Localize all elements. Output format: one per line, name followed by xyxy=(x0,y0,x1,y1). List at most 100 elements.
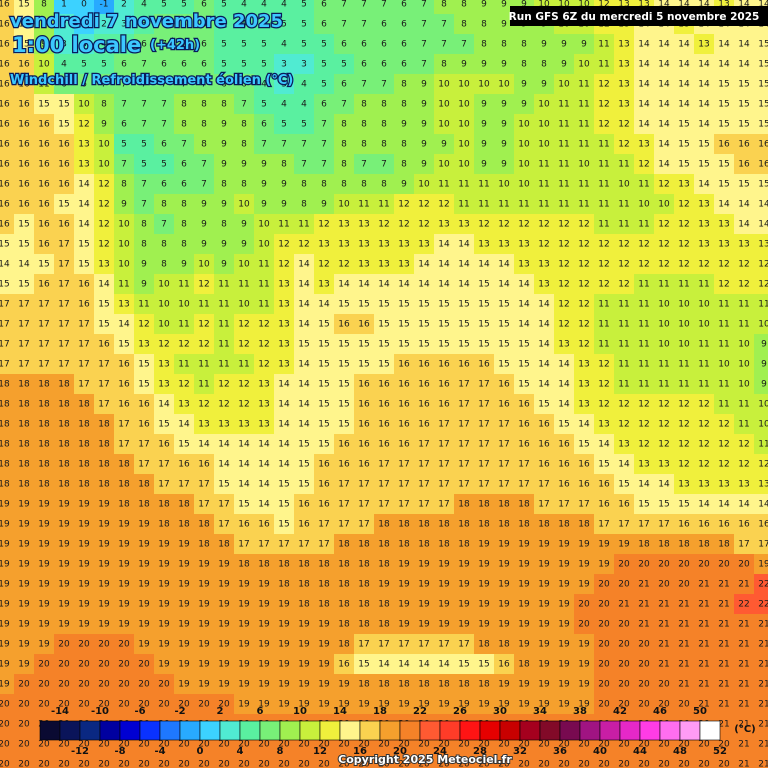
cell xyxy=(0,234,15,255)
cell-value: 8 xyxy=(401,80,407,90)
cell-value: 11 xyxy=(538,180,549,190)
cell xyxy=(614,194,635,215)
cell xyxy=(554,54,575,75)
cell xyxy=(334,34,355,55)
cell-value: 17 xyxy=(458,400,469,410)
cell-value: 14 xyxy=(698,180,710,190)
cell-value: 14 xyxy=(618,460,630,470)
cell-value: 16 xyxy=(0,60,10,70)
cell-value: 10 xyxy=(458,140,470,150)
cell-value: 8 xyxy=(481,20,487,30)
cell-value: 17 xyxy=(18,320,29,330)
cell-value: 16 xyxy=(58,140,70,150)
cell xyxy=(414,154,435,175)
cell-value: 17 xyxy=(478,440,489,450)
cell-value: 14 xyxy=(498,260,510,270)
cell-value: 19 xyxy=(138,600,150,610)
cell-value: 16 xyxy=(358,460,370,470)
cell-value: 20 xyxy=(158,680,170,690)
cell-value: 18 xyxy=(318,600,330,610)
cell-value: 17 xyxy=(0,300,10,310)
cell-value: 8 xyxy=(341,140,347,150)
cell xyxy=(514,254,535,275)
cell xyxy=(694,214,715,235)
cell xyxy=(194,214,215,235)
cell xyxy=(754,54,768,75)
cell-value: 12 xyxy=(258,320,269,330)
cell xyxy=(514,54,535,75)
cell-value: 9 xyxy=(481,100,487,110)
cell xyxy=(54,114,75,135)
cell-value: 16 xyxy=(738,140,750,150)
cell-value: 15 xyxy=(0,240,10,250)
cell-value: 11 xyxy=(598,340,609,350)
cell xyxy=(654,34,675,55)
cell xyxy=(534,114,555,135)
cell-value: 8 xyxy=(241,120,247,130)
cell-value: 18 xyxy=(298,560,310,570)
cell xyxy=(334,0,355,15)
cell-value: 18 xyxy=(378,620,390,630)
cell-value: 12 xyxy=(598,120,609,130)
cell-value: 17 xyxy=(18,360,29,370)
cell-value: 16 xyxy=(0,140,10,150)
cell-value: 13 xyxy=(458,220,469,230)
cell-value: 19 xyxy=(178,560,190,570)
cell-value: 9 xyxy=(561,60,567,70)
cell-value: 6 xyxy=(181,180,187,190)
cell-value: 10 xyxy=(738,360,750,370)
cell-value: 15 xyxy=(338,420,349,430)
cell-value: 18 xyxy=(378,600,390,610)
cell-value: 12 xyxy=(678,240,689,250)
cell-value: 19 xyxy=(238,580,250,590)
cell-value: 19 xyxy=(178,620,190,630)
cell xyxy=(414,0,435,15)
cell-value: 20 xyxy=(298,760,310,768)
cell-value: 18 xyxy=(638,540,650,550)
cell xyxy=(0,74,15,95)
cell-value: 10 xyxy=(678,320,690,330)
cell xyxy=(694,194,715,215)
cell-value: 16 xyxy=(0,40,10,50)
cell xyxy=(174,154,195,175)
cell xyxy=(294,214,315,235)
cell xyxy=(34,114,55,135)
cell xyxy=(454,34,475,55)
cell-value: 17 xyxy=(378,640,389,650)
cell xyxy=(254,214,275,235)
cell-value: 15 xyxy=(678,160,689,170)
cell xyxy=(554,194,575,215)
cell-value: 18 xyxy=(58,400,70,410)
cell xyxy=(314,34,335,55)
cell-value: 20 xyxy=(138,740,150,750)
cell-value: 16 xyxy=(0,120,10,130)
cell-value: 20 xyxy=(138,760,150,768)
cell-value: 16 xyxy=(478,360,490,370)
cell xyxy=(314,234,335,255)
cell-value: 10 xyxy=(678,300,690,310)
cell xyxy=(674,74,695,95)
cell-value: 16 xyxy=(498,660,510,670)
cell-value: 14 xyxy=(438,260,450,270)
cell-value: 16 xyxy=(758,160,768,170)
cell xyxy=(74,214,95,235)
cell-value: 16 xyxy=(38,120,50,130)
cell-value: 18 xyxy=(78,400,90,410)
cell-value: 9 xyxy=(321,200,327,210)
cell-value: 6 xyxy=(161,180,167,190)
cell xyxy=(234,194,255,215)
cell-value: 19 xyxy=(318,700,330,710)
cell-value: 9 xyxy=(261,180,267,190)
cell-value: 15 xyxy=(98,320,109,330)
cell-value: 19 xyxy=(38,500,50,510)
cell-value: 14 xyxy=(718,200,730,210)
cell-value: 16 xyxy=(0,160,10,170)
cell xyxy=(294,0,315,15)
cell xyxy=(574,54,595,75)
cell-value: 18 xyxy=(358,600,370,610)
cell-value: 17 xyxy=(298,540,309,550)
legend-label: 40 xyxy=(593,746,607,757)
cell-value: 19 xyxy=(238,680,250,690)
cell xyxy=(174,274,195,295)
cell-value: 20 xyxy=(118,640,130,650)
